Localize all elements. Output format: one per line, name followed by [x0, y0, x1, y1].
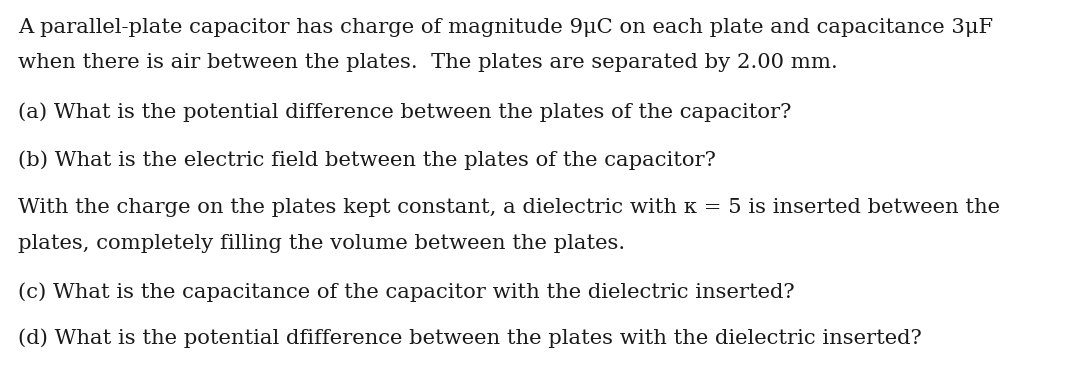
Text: when there is air between the plates.  The plates are separated by 2.00 mm.: when there is air between the plates. Th… — [19, 53, 838, 72]
Text: (d) What is the potential dfifference between the plates with the dielectric ins: (d) What is the potential dfifference be… — [19, 328, 922, 348]
Text: (a) What is the potential difference between the plates of the capacitor?: (a) What is the potential difference bet… — [19, 102, 791, 122]
Text: plates, completely filling the volume between the plates.: plates, completely filling the volume be… — [19, 234, 626, 253]
Text: A parallel-plate capacitor has charge of magnitude 9μC on each plate and capacit: A parallel-plate capacitor has charge of… — [19, 18, 993, 37]
Text: With the charge on the plates kept constant, a dielectric with κ = 5 is inserted: With the charge on the plates kept const… — [19, 198, 1000, 217]
Text: (b) What is the electric field between the plates of the capacitor?: (b) What is the electric field between t… — [19, 150, 716, 170]
Text: (c) What is the capacitance of the capacitor with the dielectric inserted?: (c) What is the capacitance of the capac… — [19, 282, 795, 302]
